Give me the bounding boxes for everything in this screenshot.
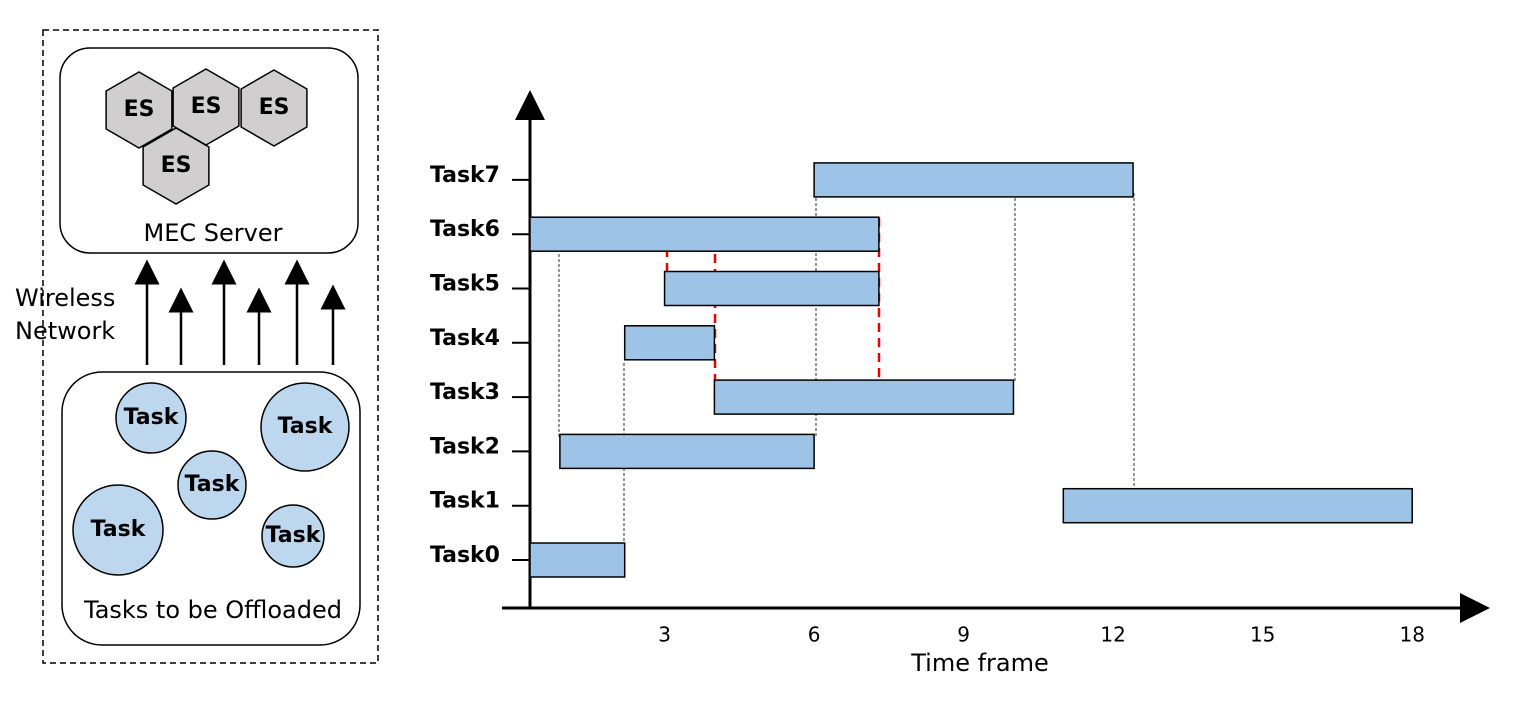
task-bar	[529, 542, 626, 578]
task-bar	[559, 433, 815, 470]
es-node	[240, 69, 308, 147]
y-tick-label: Task5	[430, 272, 500, 297]
task-node	[260, 382, 350, 472]
task-node	[72, 484, 164, 576]
task-bar	[529, 216, 880, 252]
uplink-arrows	[134, 259, 346, 365]
y-tick-label: Task0	[430, 543, 500, 568]
y-tick-label: Task2	[430, 434, 500, 459]
x-tick-label: 9	[957, 623, 970, 647]
y-tick-label: Task4	[430, 326, 500, 351]
edge-servers: ES ES ES ES	[105, 68, 308, 205]
task-bar	[663, 270, 880, 307]
y-tick-label: Task6	[430, 217, 500, 242]
network-label: Network	[15, 317, 115, 345]
es-label: ES	[124, 97, 155, 122]
y-tick-label: Task7	[430, 163, 500, 188]
y-tick-label: Task3	[430, 380, 500, 405]
task-bar	[813, 162, 1134, 198]
es-node	[172, 68, 240, 146]
task-label: Task	[185, 472, 241, 497]
task-label: Task	[91, 517, 147, 542]
task-bar	[623, 325, 716, 361]
es-node	[105, 71, 173, 149]
network-label: Wireless	[15, 284, 115, 312]
task-node	[177, 450, 247, 520]
x-axis-title: Time frame	[910, 649, 1049, 677]
x-tick-label: 15	[1250, 623, 1275, 647]
es-node	[142, 127, 210, 205]
es-label: ES	[161, 153, 192, 178]
x-tick-label: 18	[1399, 623, 1424, 647]
task-node	[115, 382, 187, 454]
es-label: ES	[191, 94, 222, 119]
y-tick-label: Task1	[430, 489, 500, 514]
task-label: Task	[278, 414, 334, 439]
es-label: ES	[259, 95, 290, 120]
x-tick-label: 6	[808, 623, 821, 647]
x-tick-label: 12	[1100, 623, 1125, 647]
task-node	[261, 504, 325, 568]
server-label: MEC Server	[144, 219, 283, 247]
task-bar	[1062, 487, 1413, 524]
system-frame	[42, 29, 379, 664]
tasks: Task Task Task Task Task	[72, 382, 350, 576]
tasks-label: Tasks to be Offloaded	[83, 596, 342, 624]
task-label: Task	[266, 523, 322, 548]
x-tick-label: 3	[658, 623, 671, 647]
task-label: Task	[124, 405, 180, 430]
gantt-chart: Time frame 3 6 9 12 15 18 Task0 Task1 Task2 Task3…	[430, 90, 1490, 677]
task-bar	[713, 379, 1015, 415]
